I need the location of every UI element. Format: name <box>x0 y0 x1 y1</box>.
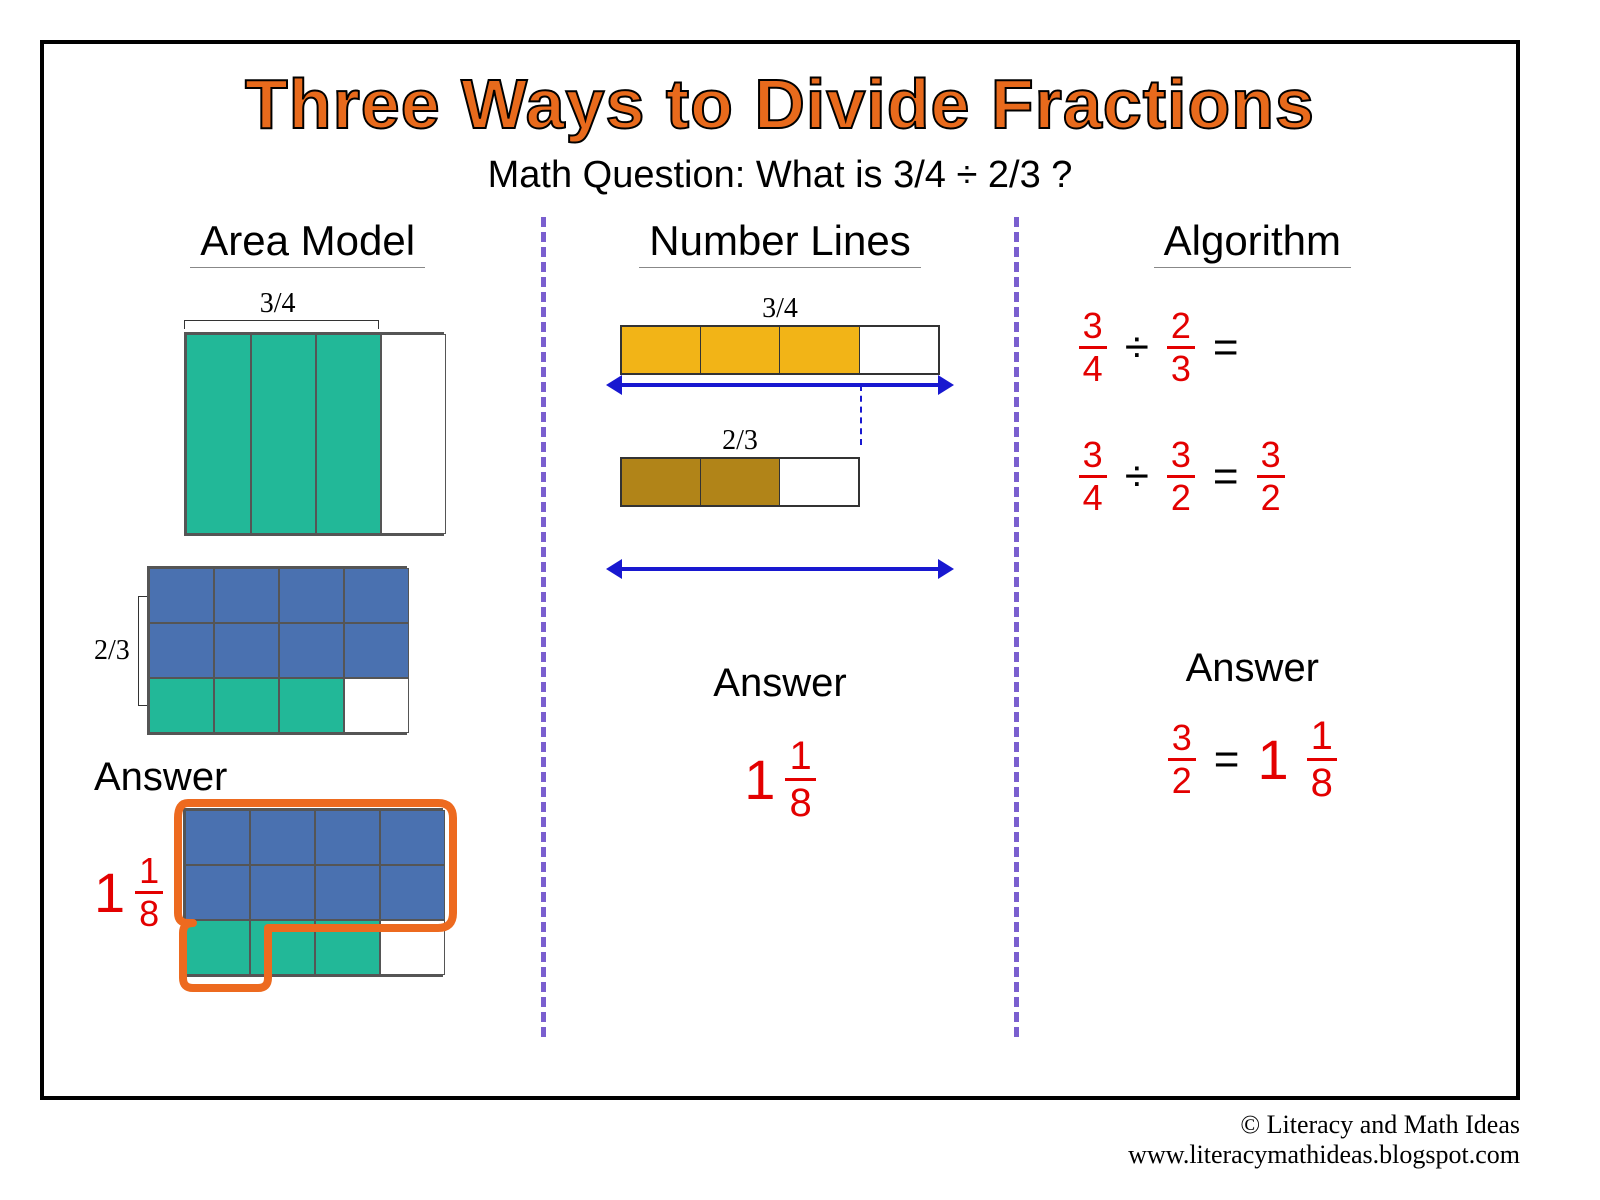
area-top-label-wrap: 3/4 <box>94 288 521 328</box>
alg-res-eq: = <box>1214 735 1240 785</box>
bracket-side <box>138 596 139 706</box>
side-label-wrap: 2/3 <box>94 635 130 667</box>
alg-line-2: 3 4 ÷ 3 2 = 3 2 <box>1079 437 1466 516</box>
area-grid-3 <box>183 808 443 977</box>
bar-2 <box>620 457 860 507</box>
area-answer-row: 1 1 8 <box>94 808 521 977</box>
col-algorithm: Algorithm 3 4 ÷ 2 3 = 3 4 ÷ <box>1019 217 1486 1037</box>
grid-cell <box>381 334 446 534</box>
grid-cell <box>344 623 409 678</box>
alg-res-frac: 3 2 <box>1168 720 1196 799</box>
grid-cell <box>380 920 445 975</box>
col-number-lines: Number Lines 3/4 2/3 Answer 1 1 <box>546 217 1013 1037</box>
area-grid-1 <box>184 332 444 536</box>
lines-answer-frac: 1 8 <box>785 736 815 823</box>
grid-cell <box>315 920 380 975</box>
grid-cell <box>344 678 409 733</box>
numberline-block: 3/4 2/3 <box>620 293 940 571</box>
grid-cell <box>186 334 251 534</box>
bar-segment <box>780 459 858 505</box>
bar-segment <box>701 459 780 505</box>
area-answer-frac: 1 8 <box>135 853 163 932</box>
bar-segment <box>701 327 780 373</box>
lines-answer-value: 1 1 8 <box>744 736 815 823</box>
grid-cell <box>315 810 380 865</box>
grid-cell <box>344 568 409 623</box>
alg2-op: ÷ <box>1125 452 1149 502</box>
alg1-a: 3 4 <box>1079 308 1107 387</box>
grid-cell <box>251 334 316 534</box>
main-title: Three Ways to Divide Fractions <box>74 64 1486 144</box>
area-answer-value: 1 1 8 <box>94 853 163 932</box>
grid-cell <box>214 678 279 733</box>
alg1-eq: = <box>1213 323 1239 373</box>
columns-container: Area Model 3/4 2/3 Answer 1 <box>74 217 1486 1037</box>
worksheet-frame: Three Ways to Divide Fractions Math Ques… <box>40 40 1520 1100</box>
area-answer-label: Answer <box>94 755 521 800</box>
alg-answer-label: Answer <box>1039 646 1466 691</box>
grid-cell <box>315 865 380 920</box>
bar-segment <box>780 327 859 373</box>
grid-cell <box>279 678 344 733</box>
arrow-2 <box>620 567 940 571</box>
footer-url: www.literacymathideas.blogspot.com <box>40 1140 1520 1170</box>
alg2-r: 3 2 <box>1257 437 1285 516</box>
grid-cell <box>279 623 344 678</box>
col-area-model: Area Model 3/4 2/3 Answer 1 <box>74 217 541 1037</box>
lines-title: Number Lines <box>639 217 920 268</box>
area-title: Area Model <box>190 217 425 268</box>
footer-copyright: © Literacy and Math Ideas <box>40 1110 1520 1140</box>
lines-answer-block: Answer 1 1 8 <box>566 661 993 823</box>
alg2-b: 3 2 <box>1167 437 1195 516</box>
grid-cell <box>185 810 250 865</box>
area-grid-2 <box>147 566 407 735</box>
grid-cell <box>149 623 214 678</box>
grid-cell <box>214 568 279 623</box>
grid-cell <box>250 865 315 920</box>
math-question: Math Question: What is 3/4 ÷ 2/3 ? <box>74 154 1486 197</box>
grid-cell <box>185 920 250 975</box>
area-answer-whole: 1 <box>94 860 125 925</box>
grid-cell <box>149 678 214 733</box>
bar-segment <box>622 459 701 505</box>
alg1-op: ÷ <box>1125 323 1149 373</box>
bar-segment <box>860 327 938 373</box>
area-grid2-wrap: 2/3 <box>94 566 521 735</box>
grid-cell <box>279 568 344 623</box>
grid-cell <box>250 920 315 975</box>
alg-line-1: 3 4 ÷ 2 3 = <box>1079 308 1466 387</box>
area-top-label: 3/4 <box>34 288 521 320</box>
lines-answer-label: Answer <box>566 661 993 706</box>
alg1-b: 2 3 <box>1167 308 1195 387</box>
bar-1 <box>620 325 940 375</box>
grid-cell <box>316 334 381 534</box>
alg-res-mixed-frac: 1 8 <box>1307 716 1337 803</box>
lines-label-1: 3/4 <box>620 293 940 325</box>
grid-cell <box>250 810 315 865</box>
area-grid3-wrap <box>183 808 443 977</box>
alg-result: 3 2 = 1 1 8 <box>1039 716 1466 803</box>
bar-segment <box>622 327 701 373</box>
arrow-1 <box>620 383 940 387</box>
bracket-top <box>184 320 379 328</box>
grid-cell <box>149 568 214 623</box>
grid-cell <box>214 623 279 678</box>
alg-res-whole: 1 <box>1257 727 1288 792</box>
area-side-label: 2/3 <box>94 635 130 667</box>
grid-cell <box>185 865 250 920</box>
alg2-a: 3 4 <box>1079 437 1107 516</box>
lines-label-2: 2/3 <box>620 425 860 457</box>
footer: © Literacy and Math Ideas www.literacyma… <box>40 1110 1560 1170</box>
alg-title: Algorithm <box>1154 217 1351 268</box>
dashed-connector <box>620 395 940 425</box>
lines-answer-whole: 1 <box>744 747 775 812</box>
grid-cell <box>380 865 445 920</box>
alg2-eq: = <box>1213 452 1239 502</box>
alg-answer-block: Answer 3 2 = 1 1 8 <box>1039 646 1466 803</box>
grid-cell <box>380 810 445 865</box>
